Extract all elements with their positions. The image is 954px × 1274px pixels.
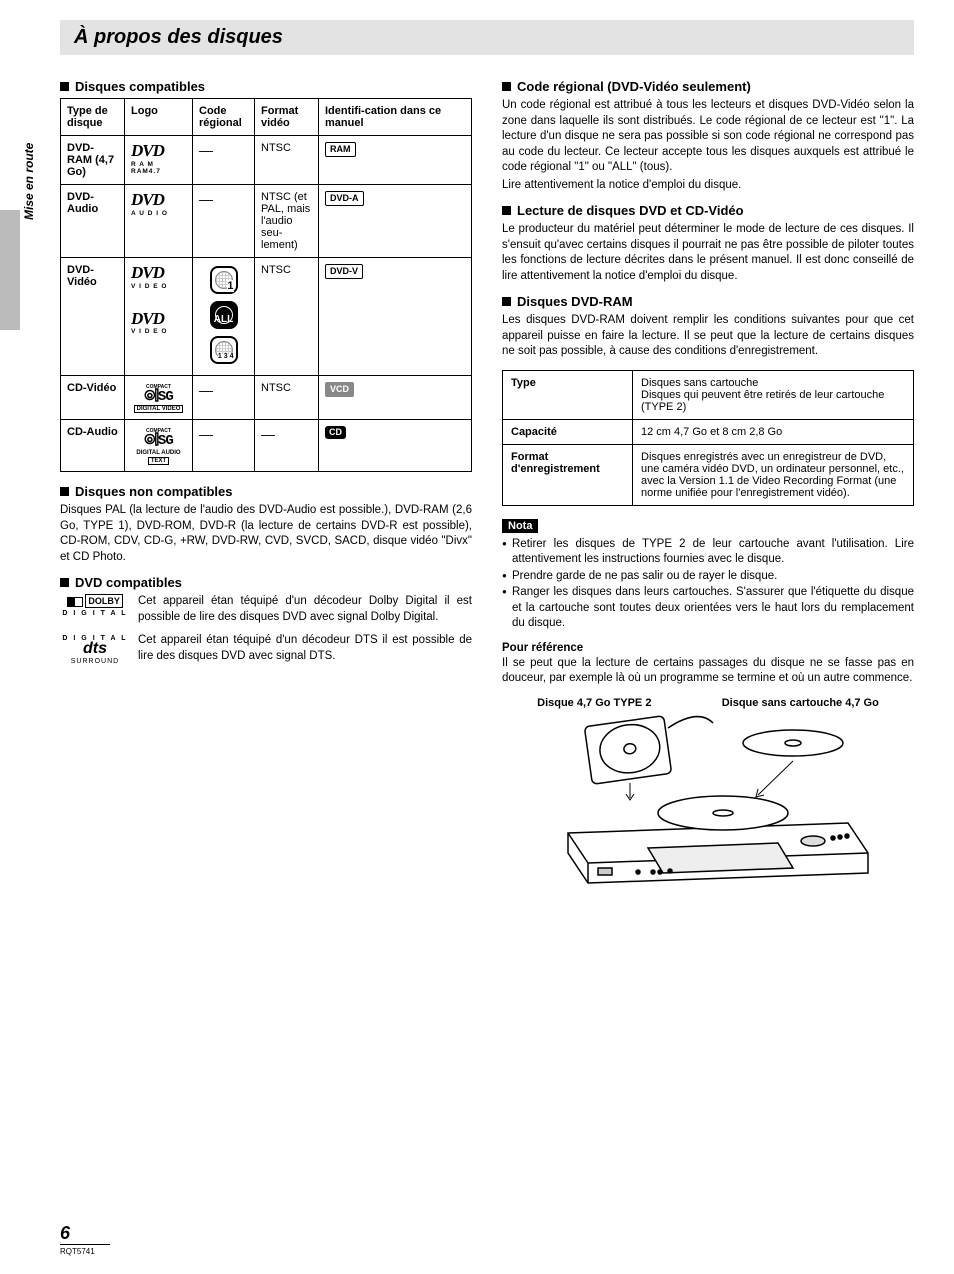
ram-val: Disques sans cartouche Disques qui peuve…	[633, 370, 914, 419]
ram-text: Les disques DVD-RAM doivent remplir les …	[502, 313, 914, 360]
noncompat-text: Disques PAL (la lecture de l'audio des D…	[60, 503, 472, 565]
dts-logo: D I G I T A L dts SURROUND	[60, 633, 130, 665]
region-icon-1: 1	[210, 266, 238, 294]
disc-label-2: Disque sans cartouche 4,7 Go	[722, 697, 879, 709]
cell-format: NTSC	[255, 136, 319, 185]
cell-logo: DVD V I D E O DVD V I D E O	[125, 258, 193, 376]
cell-region: —	[193, 185, 255, 258]
cell-logo: COMPACT ⦾⫿SG DIGITAL AUDIO TEXT	[125, 420, 193, 472]
cell-type: DVD-RAM (4,7 Go)	[67, 142, 114, 178]
nota-list: Retirer les disques de TYPE 2 de leur ca…	[502, 537, 914, 632]
cell-region: 1 ALL 1 3 4	[193, 258, 255, 376]
lecture-text: Le producteur du matériel peut détermine…	[502, 222, 914, 284]
heading-compatible-discs: Disques compatibles	[60, 79, 472, 94]
cell-type: CD-Vidéo	[67, 382, 116, 394]
table-row: Capacité 12 cm 4,7 Go et 8 cm 2,8 Go	[503, 419, 914, 444]
page-title: À propos des disques	[74, 26, 900, 49]
heading-regional: Code régional (DVD-Vidéo seulement)	[502, 79, 914, 94]
cell-format: NTSC (et PAL, mais l'audio seu-lement)	[255, 185, 319, 258]
page-footer: 6 RQT5741	[60, 1223, 110, 1256]
ram-val: Disques enregistrés avec un enregistreur…	[633, 444, 914, 505]
cell-badge: RAM	[319, 136, 472, 185]
dvd-player-illustration	[538, 713, 878, 893]
ref-heading: Pour référence	[502, 642, 914, 654]
cell-badge: CD	[319, 420, 472, 472]
cell-badge: VCD	[319, 376, 472, 420]
cell-badge: DVD-A	[319, 185, 472, 258]
document-page: Mise en route À propos des disques Disqu…	[0, 0, 954, 1274]
dolby-row: DOLBY D I G I T A L Cet appareil étan té…	[60, 594, 472, 625]
cell-format: NTSC	[255, 258, 319, 376]
heading-ram: Disques DVD-RAM	[502, 294, 914, 309]
right-column: Code régional (DVD-Vidéo seulement) Un c…	[502, 73, 914, 893]
side-section-label: Mise en route	[22, 143, 36, 220]
th-ident: Identifi-cation dans ce manuel	[319, 99, 472, 136]
cell-region: —	[193, 420, 255, 472]
dts-text: Cet appareil étan téquipé d'un décodeur …	[138, 633, 472, 664]
table-row: Format d'enregistrement Disques enregist…	[503, 444, 914, 505]
ref-text: Il se peut que la lecture de certains pa…	[502, 656, 914, 687]
left-column: Disques compatibles Type de disque Logo …	[60, 73, 472, 893]
ram-val: 12 cm 4,7 Go et 8 cm 2,8 Go	[633, 419, 914, 444]
th-logo: Logo	[125, 99, 193, 136]
th-type: Type de disque	[61, 99, 125, 136]
dolby-text: Cet appareil étan téquipé d'un décodeur …	[138, 594, 472, 625]
table-row: Type Disques sans cartouche Disques qui …	[503, 370, 914, 419]
table-row: DVD-Audio DVD A U D I O — NTSC (et PAL, …	[61, 185, 472, 258]
table-row: CD-Vidéo COMPACT ⦾⫿SG DIGITAL VIDEO — NT…	[61, 376, 472, 420]
cell-logo: DVD R A M RAM4.7	[125, 136, 193, 185]
ram-key: Format d'enregistrement	[503, 444, 633, 505]
regional-text: Un code régional est attribué à tous les…	[502, 98, 914, 176]
heading-dvd-compat: DVD compatibles	[60, 575, 472, 590]
cell-type: CD-Audio	[67, 426, 118, 438]
cell-region: —	[193, 136, 255, 185]
nota-label: Nota	[502, 519, 538, 533]
heading-lecture: Lecture de disques DVD et CD-Vidéo	[502, 203, 914, 218]
side-tab	[0, 210, 20, 330]
th-region: Code régional	[193, 99, 255, 136]
disc-label-1: Disque 4,7 Go TYPE 2	[537, 697, 651, 709]
table-row: DVD-RAM (4,7 Go) DVD R A M RAM4.7 — NTSC…	[61, 136, 472, 185]
disc-table: Type de disque Logo Code régional Format…	[60, 98, 472, 472]
region-icon-multi: 1 3 4	[210, 336, 238, 364]
cell-badge: DVD-V	[319, 258, 472, 376]
page-number: 6	[60, 1223, 110, 1245]
ram-key: Type	[503, 370, 633, 419]
table-row: DVD-Vidéo DVD V I D E O DVD V I D E O 1 …	[61, 258, 472, 376]
disc-labels: Disque 4,7 Go TYPE 2 Disque sans cartouc…	[502, 697, 914, 709]
cell-region: —	[193, 376, 255, 420]
cell-type: DVD-Vidéo	[67, 264, 97, 288]
list-item: Ranger les disques dans leurs cartouches…	[502, 585, 914, 632]
ram-table: Type Disques sans cartouche Disques qui …	[502, 370, 914, 506]
region-icon-all: ALL	[210, 301, 238, 329]
list-item: Prendre garde de ne pas salir ou de raye…	[502, 569, 914, 585]
cell-logo: DVD A U D I O	[125, 185, 193, 258]
th-format: Format vidéo	[255, 99, 319, 136]
regional-text-2: Lire attentivement la notice d'emploi du…	[502, 178, 914, 194]
table-row: CD-Audio COMPACT ⦾⫿SG DIGITAL AUDIO TEXT…	[61, 420, 472, 472]
ram-key: Capacité	[503, 419, 633, 444]
list-item: Retirer les disques de TYPE 2 de leur ca…	[502, 537, 914, 568]
dts-row: D I G I T A L dts SURROUND Cet appareil …	[60, 633, 472, 665]
doc-code: RQT5741	[60, 1247, 110, 1256]
dolby-logo: DOLBY D I G I T A L	[60, 594, 130, 617]
cell-type: DVD-Audio	[67, 191, 98, 215]
cell-logo: COMPACT ⦾⫿SG DIGITAL VIDEO	[125, 376, 193, 420]
heading-noncompatible: Disques non compatibles	[60, 484, 472, 499]
cell-format: —	[255, 420, 319, 472]
cell-format: NTSC	[255, 376, 319, 420]
title-bar: À propos des disques	[60, 20, 914, 55]
